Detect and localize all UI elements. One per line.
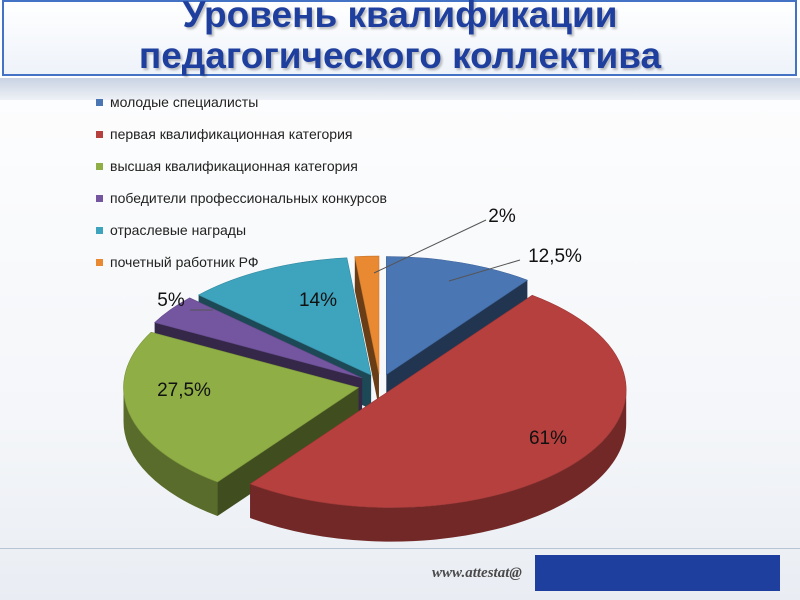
slice-top [123,331,360,483]
legend-swatch [96,162,103,170]
legend-item: высшая квалификационная категория [96,150,387,182]
legend-swatch [96,194,103,202]
slice-top [249,294,627,508]
pie-slice [249,294,627,542]
footer-divider [0,548,800,549]
leader-line [373,219,487,274]
legend-label: высшая квалификационная категория [110,158,358,174]
legend-swatch [96,130,103,138]
data-label: 5% [157,290,185,311]
legend-label: победители профессиональных конкурсов [110,190,387,206]
legend-label: молодые специалисты [110,94,259,110]
data-label: 61% [529,428,567,449]
footer-bar [535,555,780,591]
legend-swatch [96,258,103,266]
legend-label: первая квалификационная категория [110,126,353,142]
slice-top [197,257,372,376]
legend-item: молодые специалисты [96,86,387,118]
leader-line [448,259,521,282]
slice-rim [250,389,627,542]
slice-top [386,256,529,376]
data-label: 2% [488,206,516,227]
legend-item: почетный работник РФ [96,246,387,278]
title-line-2: педагогического коллектива [138,35,662,76]
data-label: 14% [299,290,337,311]
legend-swatch [96,226,103,234]
slice-top [354,255,380,375]
chart-legend: молодые специалисты первая квалификацион… [96,86,387,278]
legend-item: отраслевые награды [96,214,387,246]
header-band [0,78,800,100]
title-bar [2,0,797,76]
legend-item: победители профессиональных конкурсов [96,182,387,214]
legend-label: почетный работник РФ [110,254,259,270]
data-label: 27,5% [157,380,211,401]
pie-slice [354,255,380,409]
slice-top [154,297,363,379]
data-label: 12,5% [528,246,582,267]
slice-side [354,256,379,409]
footer-url: www.attestat@ [432,565,522,581]
slide-title: Уровень квалификации педагогического кол… [0,0,800,76]
legend-label: отраслевые награды [110,222,247,238]
slice-rim [123,387,218,517]
legend-swatch [96,98,103,106]
legend-item: первая квалификационная категория [96,118,387,150]
title-line-1: Уровень квалификации [182,0,618,35]
